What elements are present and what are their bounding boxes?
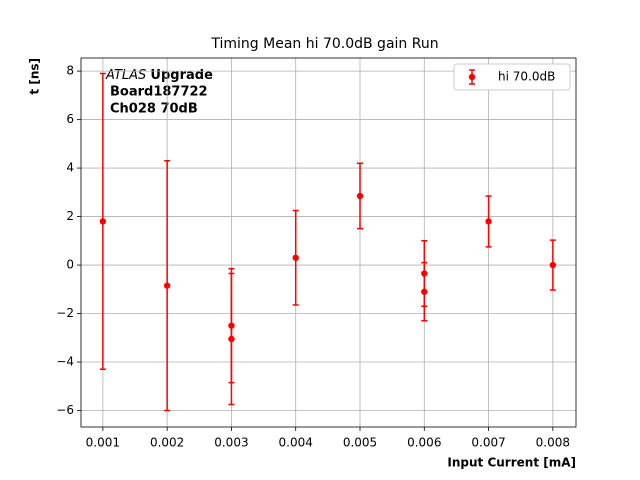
x-tick-label: 0.004 [279, 436, 313, 450]
point [99, 218, 107, 225]
y-tick-label: −2 [56, 306, 74, 320]
y-tick-label: 2 [66, 209, 74, 223]
x-tick-label: 0.008 [536, 436, 570, 450]
point [292, 254, 299, 261]
y-tick-label: 4 [66, 161, 74, 175]
point [163, 282, 171, 289]
x-axis-label: Input Current [mA] [447, 456, 576, 470]
point [356, 192, 364, 200]
annotation: ATLAS Upgrade [105, 68, 213, 83]
annotation-italic: ATLAS [105, 68, 146, 83]
annotation-bold: Upgrade [150, 68, 213, 83]
y-axis-label: t [ns] [28, 58, 42, 95]
point [421, 288, 428, 295]
annotation-line: Ch028 70dB [110, 102, 198, 117]
legend-label: hi 70.0dB [498, 70, 555, 84]
point [549, 261, 557, 269]
x-tick-label: 0.007 [471, 436, 505, 450]
legend-marker [468, 73, 476, 81]
y-tick-label: 0 [66, 258, 74, 272]
x-tick-label: 0.006 [407, 436, 441, 450]
x-tick-label: 0.003 [214, 436, 248, 450]
point [485, 218, 492, 225]
chart-title: Timing Mean hi 70.0dB gain Run [210, 36, 438, 52]
y-tick-label: −6 [56, 403, 74, 417]
point [228, 335, 235, 343]
annotation-line: Board187722 [110, 85, 208, 100]
x-tick-label: 0.001 [86, 436, 120, 450]
x-tick-label: 0.005 [343, 436, 377, 450]
y-tick-label: 6 [66, 112, 74, 126]
legend-box [453, 63, 571, 91]
y-tick-label: −4 [56, 355, 74, 369]
plot-frame [80, 57, 577, 428]
y-tick-label: 8 [66, 64, 74, 78]
x-tick-label: 0.002 [150, 436, 184, 450]
